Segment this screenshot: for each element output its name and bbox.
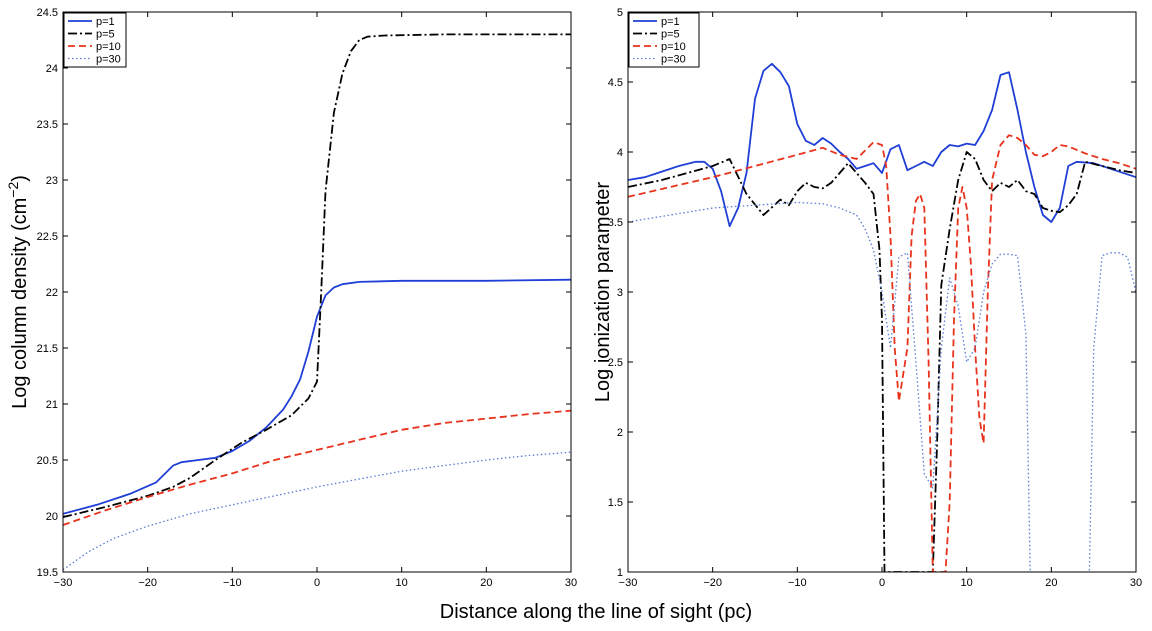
x-tick-label: 20 [480,577,492,589]
right-chart-ionization-parameter: −30 −20 −10 0 10 20 30 1 1.5 2 2.5 3 3.5 4 4.5 5 Log ion… [592,7,1142,589]
x-tick-label: −30 [619,577,638,589]
series-line-p30 [63,451,571,571]
x-tick-label: 0 [879,577,885,589]
x-tick-label: −30 [54,577,73,589]
x-tick-label: 20 [1045,577,1057,589]
x-tick-label: 0 [314,577,320,589]
series-line-p30 [628,201,1136,572]
series-line-p5 [63,33,571,518]
legend: p=1p=5p=10p=30 [63,12,127,68]
series-line-p10 [628,134,1136,572]
x-tick-label: −20 [138,577,157,589]
y-tick-label: 4.5 [608,77,623,89]
x-tick-label: 30 [565,577,577,589]
series-line-p5 [628,151,1136,572]
shared-x-axis-label: Distance along the line of sight (pc) [440,601,752,623]
legend-label: p=1 [96,16,115,28]
x-tick-label: 30 [1130,577,1142,589]
y-tick-label: 23 [46,175,58,187]
y-axis-label: Log column density (cm−2) [5,175,31,409]
series-line-p1 [63,278,571,515]
left-chart-column-density: −30 −20 −10 0 10 20 30 19.5 20 20.5 21 21.5 22 22.5 23… [5,7,577,589]
y-tick-label: 24.5 [37,7,58,19]
legend: p=1p=5p=10p=30 [628,12,700,68]
plot-frame [62,11,572,573]
series-line-p1 [628,62,1136,228]
y-tick-label: 21 [46,399,58,411]
legend-label: p=30 [661,54,686,66]
y-tick-label: 2 [617,427,623,439]
y-tick-label: 3.5 [608,217,623,229]
legend-box [63,12,127,68]
y-tick-label: 23.5 [37,119,58,131]
x-tick-label: 10 [396,577,408,589]
x-tick-label: −10 [788,577,807,589]
legend-label: p=10 [96,41,121,53]
y-tick-label: 20.5 [37,455,58,467]
x-tick-label: 10 [961,577,973,589]
legend-label: p=5 [661,29,680,41]
series-line-p10 [63,409,571,526]
series-group [63,33,571,571]
legend-label: p=1 [661,16,680,28]
y-tick-label: 22 [46,287,58,299]
y-tick-label: 2.5 [608,357,623,369]
y-tick-label: 19.5 [37,567,58,579]
y-tick-label: 20 [46,511,58,523]
y-tick-label: 4 [617,147,623,159]
y-tick-label: 22.5 [37,231,58,243]
legend-box [628,12,700,68]
legend-label: p=10 [661,41,686,53]
y-tick-label: 3 [617,287,623,299]
y-tick-label: 5 [617,7,623,19]
y-tick-label: 21.5 [37,343,58,355]
plot-frame [627,11,1137,573]
x-tick-label: −10 [223,577,242,589]
y-tick-label: 24 [46,63,58,75]
x-tick-label: −20 [703,577,722,589]
series-group [628,62,1136,572]
legend-label: p=30 [96,54,121,66]
y-tick-label: 1 [617,567,623,579]
y-tick-label: 1.5 [608,497,623,509]
y-axis-label: Log ionization parameter [592,182,614,402]
legend-label: p=5 [96,29,115,41]
